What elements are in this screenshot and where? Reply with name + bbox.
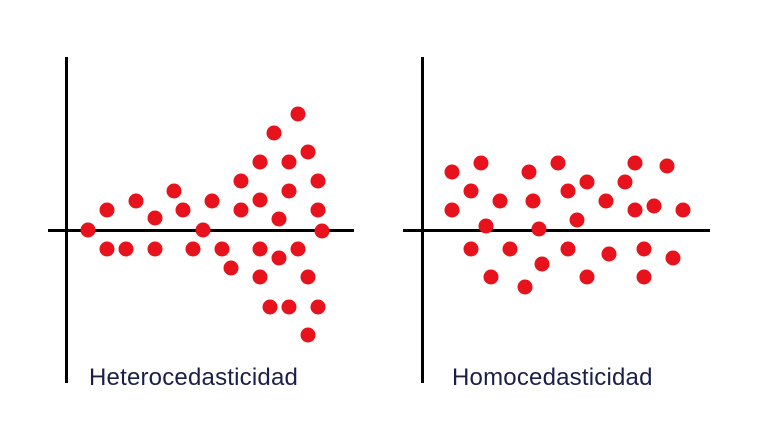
data-point bbox=[252, 192, 268, 208]
data-point bbox=[314, 223, 330, 239]
data-point bbox=[281, 299, 297, 315]
data-point bbox=[525, 193, 541, 209]
data-point bbox=[463, 183, 479, 199]
data-point bbox=[233, 173, 249, 189]
data-point bbox=[560, 241, 576, 257]
data-point bbox=[300, 269, 316, 285]
data-point bbox=[300, 144, 316, 160]
data-point bbox=[204, 193, 220, 209]
data-point bbox=[310, 299, 326, 315]
data-point bbox=[214, 241, 230, 257]
data-point bbox=[483, 269, 499, 285]
data-point bbox=[463, 241, 479, 257]
data-point bbox=[99, 202, 115, 218]
data-point bbox=[262, 299, 278, 315]
data-point bbox=[444, 202, 460, 218]
data-point bbox=[147, 241, 163, 257]
data-point bbox=[534, 256, 550, 272]
data-point bbox=[99, 241, 115, 257]
data-point bbox=[627, 202, 643, 218]
data-point bbox=[665, 250, 681, 266]
data-point bbox=[147, 210, 163, 226]
data-point bbox=[560, 183, 576, 199]
chart-title-heterocedasticidad: Heterocedasticidad bbox=[89, 364, 299, 391]
data-point bbox=[300, 327, 316, 343]
data-point bbox=[550, 155, 566, 171]
chart-title-homocedasticidad: Homocedasticidad bbox=[452, 364, 653, 391]
data-point bbox=[310, 173, 326, 189]
y-axis bbox=[420, 57, 424, 383]
data-point bbox=[175, 202, 191, 218]
data-point bbox=[195, 222, 211, 238]
data-point bbox=[579, 174, 595, 190]
data-point bbox=[252, 241, 268, 257]
data-point bbox=[310, 202, 326, 218]
data-point bbox=[627, 155, 643, 171]
data-point bbox=[517, 279, 533, 295]
data-point bbox=[579, 269, 595, 285]
x-axis bbox=[403, 229, 710, 232]
data-point bbox=[636, 269, 652, 285]
data-point bbox=[281, 183, 297, 199]
data-point bbox=[252, 154, 268, 170]
data-point bbox=[444, 164, 460, 180]
data-point bbox=[223, 260, 239, 276]
data-point bbox=[617, 174, 633, 190]
data-point bbox=[521, 164, 537, 180]
data-point bbox=[271, 250, 287, 266]
data-point bbox=[185, 241, 201, 257]
data-point bbox=[290, 241, 306, 257]
data-point bbox=[266, 125, 282, 141]
data-point bbox=[128, 193, 144, 209]
y-axis bbox=[64, 57, 68, 383]
data-point bbox=[659, 158, 675, 174]
data-point bbox=[598, 193, 614, 209]
data-point bbox=[166, 183, 182, 199]
data-point bbox=[271, 211, 287, 227]
data-point bbox=[502, 241, 518, 257]
data-point bbox=[492, 193, 508, 209]
data-point bbox=[646, 198, 662, 214]
data-point bbox=[473, 155, 489, 171]
data-point bbox=[80, 222, 96, 238]
data-point bbox=[118, 241, 134, 257]
data-point bbox=[478, 218, 494, 234]
data-point bbox=[531, 221, 547, 237]
data-point bbox=[233, 202, 249, 218]
data-point bbox=[636, 241, 652, 257]
data-point bbox=[281, 154, 297, 170]
data-point bbox=[675, 202, 691, 218]
data-point bbox=[290, 106, 306, 122]
data-point bbox=[569, 212, 585, 228]
data-point bbox=[252, 269, 268, 285]
data-point bbox=[601, 246, 617, 262]
